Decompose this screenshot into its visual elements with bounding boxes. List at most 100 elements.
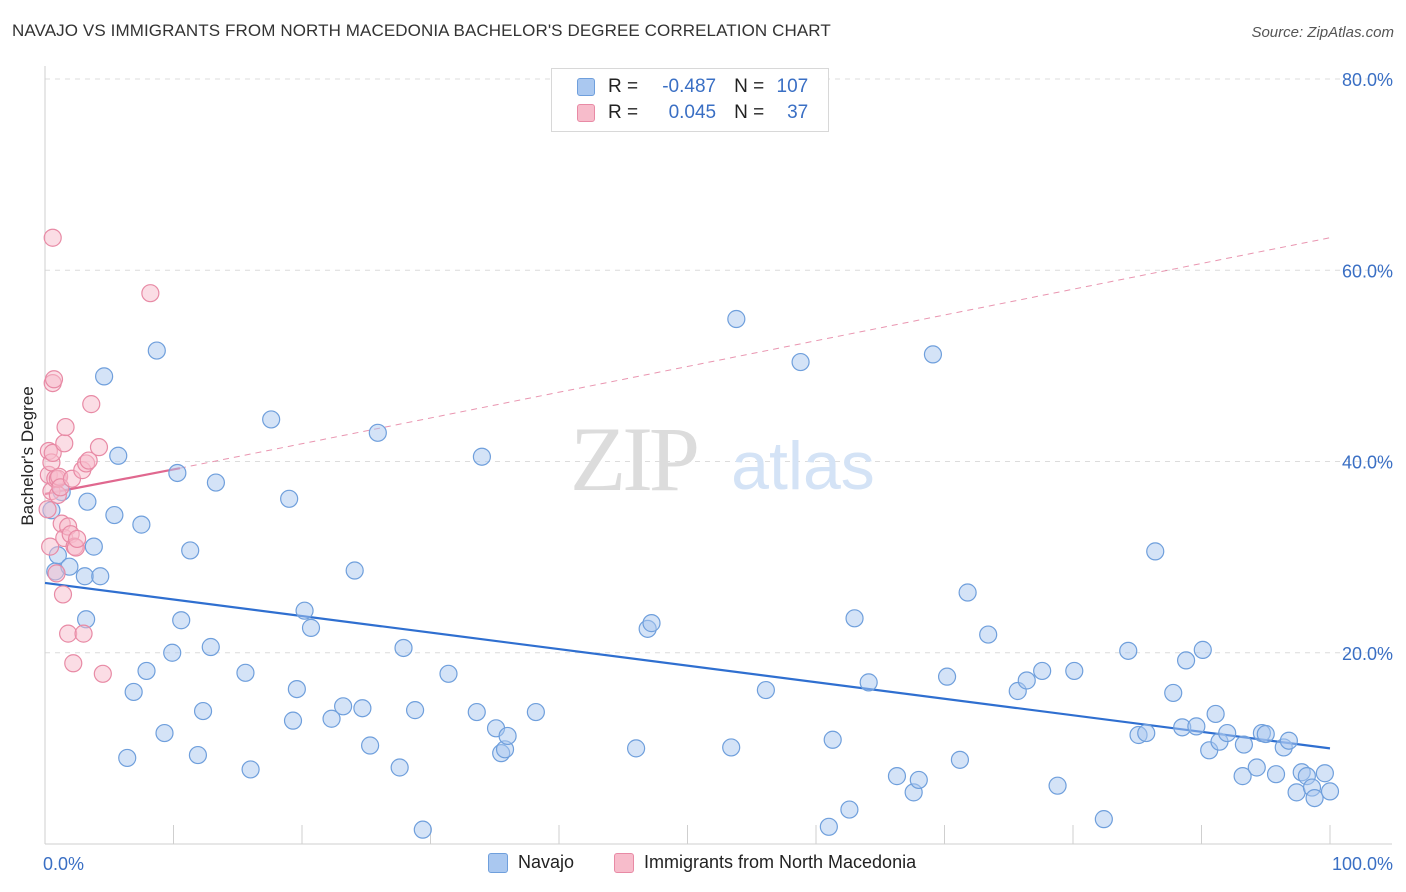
navajo-point [91,567,110,586]
navajo-point [1305,788,1324,808]
y-axis-label: Bachelor's Degree [18,386,37,526]
legend-r-value-navajo: -0.487 [662,76,717,97]
legend-r-label: R = [608,102,639,123]
navajo-point [526,702,545,722]
navajo-point [472,447,491,466]
navajo-point [78,492,97,511]
navajo-point [345,561,364,580]
macedonia-point [89,438,109,457]
navajo-point [1119,641,1138,660]
legend-row-macedonia: R = 0.045 N = 37 [577,100,808,126]
bottom-legend-swatch-navajo [488,852,508,873]
navajo-point [756,680,775,700]
navajo-point [368,423,387,442]
legend-swatch-navajo [577,78,595,96]
navajo-point [137,661,156,681]
macedonia-point [44,370,64,389]
navajo-point [819,817,838,836]
navajo-point [979,625,998,644]
navajo-point [334,697,353,716]
navajo-point [1206,704,1225,724]
macedonia-point [93,664,112,683]
navajo-point [172,611,191,630]
macedonia-point [38,500,57,519]
navajo-point [361,736,380,755]
navajo-point [118,748,137,768]
watermark-zip: ZIP [570,408,697,510]
navajo-point [168,463,187,483]
navajo-point [923,345,943,364]
navajo-point [1256,724,1275,744]
macedonia-point [56,417,75,437]
navajo-points [42,309,1340,839]
navajo-point [1137,723,1156,743]
navajo-point [1279,731,1298,750]
navajo-point [1193,640,1212,659]
bottom-legend-label-navajo: Navajo [518,852,575,872]
navajo-point [1266,765,1286,784]
navajo-point [1146,542,1165,561]
navajo-point [201,637,220,657]
navajo-point [1164,683,1183,703]
navajo-point [1320,782,1340,801]
legend-n-value-macedonia: 37 [787,102,809,123]
bottom-legend-navajo[interactable]: Navajo [488,852,574,873]
macedonia-point [141,284,160,303]
navajo-point [236,663,255,682]
legend-r-label: R = [608,76,639,97]
navajo-point [147,341,166,360]
chart-title: NAVAJO VS IMMIGRANTS FROM NORTH MACEDONI… [12,21,831,40]
navajo-point [1094,810,1113,829]
y-tick-label: 60.0% [1342,261,1393,281]
navajo-point [1176,651,1196,670]
tick-labels: 20.0% 40.0% 60.0% 80.0% 0.0% 100.0% [43,70,1393,874]
navajo-point [353,699,372,718]
navajo-point [283,711,303,730]
navajo-point [75,567,94,586]
navajo-point [937,667,957,686]
navajo-point [206,473,226,492]
navajo-point [262,410,281,429]
stats-legend: R = -0.487 N = 107 R = 0.045 N = 37 [551,68,829,132]
legend-swatch-macedonia [577,104,595,122]
navajo-point [845,609,864,628]
navajo-point [405,701,425,720]
bottom-legend-swatch-macedonia [614,852,634,873]
navajo-point [1017,671,1036,690]
y-tick-label: 80.0% [1342,70,1393,90]
navajo-point [188,745,208,765]
navajo-point [109,446,128,465]
navajo-point [626,739,646,758]
navajo-point [823,730,842,749]
navajo-point [950,750,970,769]
navajo-point [1187,717,1206,736]
navajo-point [84,537,103,556]
legend-n-label: N = [734,76,765,97]
bottom-legend-macedonia[interactable]: Immigrants from North Macedonia [614,852,916,873]
navajo-point [1218,723,1237,743]
macedonia-point [79,451,98,470]
grid-lines [45,78,1392,654]
navajo-point [241,760,260,779]
navajo-point [155,723,174,743]
navajo-point [1247,758,1266,777]
macedonia-point [74,624,93,643]
navajo-point [105,505,124,525]
macedonia-point [43,228,62,247]
navajo-point [1033,661,1052,681]
navajo-point [642,614,661,633]
navajo-point [124,682,143,702]
navajo-trend-line [44,581,1331,750]
watermark: ZIP atlas [570,408,875,510]
navajo-point [181,541,200,560]
bottom-legend-label-macedonia: Immigrants from North Macedonia [644,852,917,872]
macedonia-point [64,654,83,673]
y-tick-label: 40.0% [1342,453,1393,473]
macedonia-point [41,537,60,556]
navajo-point [301,618,321,637]
navajo-point [413,820,432,839]
macedonia-point [53,585,73,604]
navajo-point [95,367,114,386]
navajo-point [958,583,977,602]
